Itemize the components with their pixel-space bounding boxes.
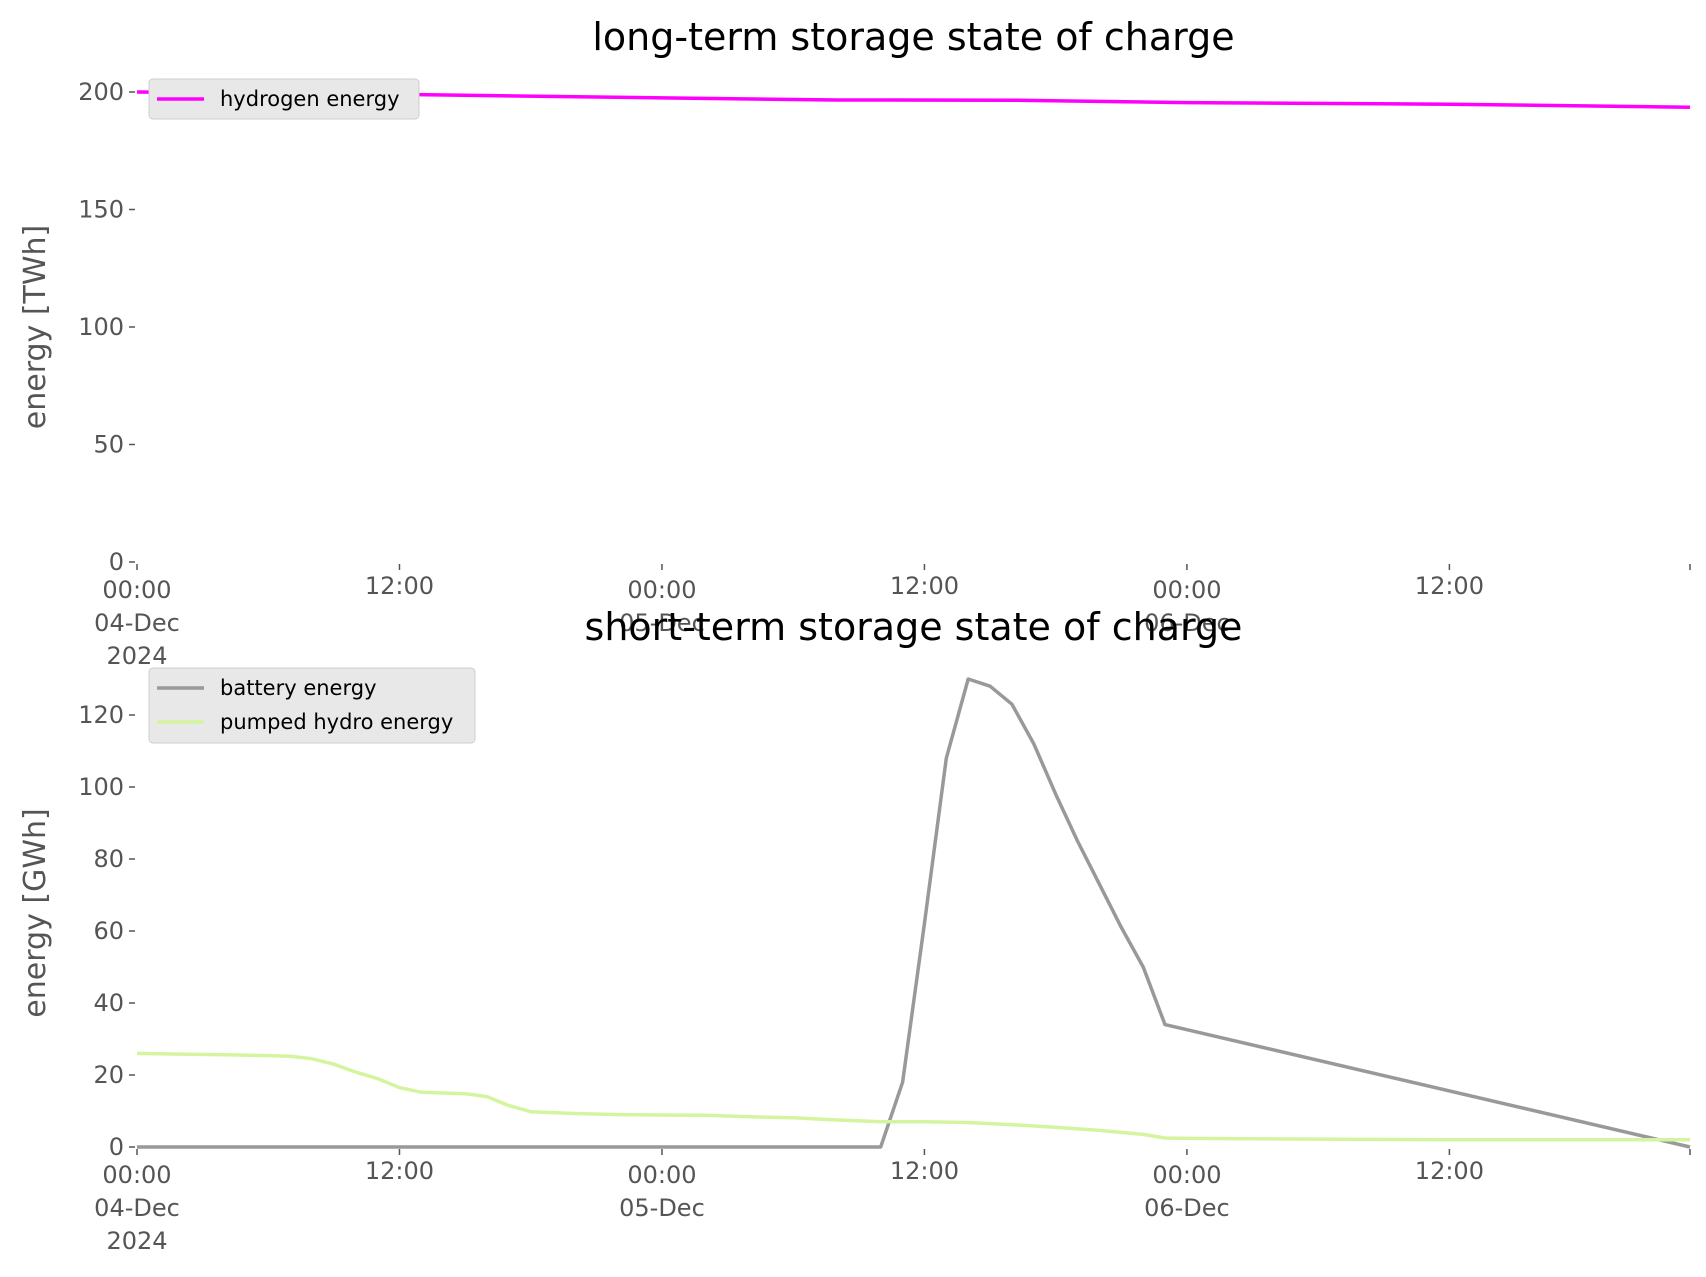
legend-box — [148, 667, 476, 744]
y-axis-label: energy [GWh] — [18, 808, 53, 1017]
series-line-1 — [136, 1051, 1690, 1142]
x-tick-label: 12:00 — [890, 1157, 959, 1185]
series-line-0 — [136, 90, 1691, 110]
x-tick-label: 00:00 — [627, 576, 696, 604]
short-term-storage-chart: short-term storage state of charge energy… — [18, 605, 1691, 1255]
legend-label: hydrogen energy — [220, 87, 400, 111]
x-tick-label: 00:00 — [1152, 1161, 1221, 1189]
y-axis-label: energy [TWh] — [18, 225, 53, 429]
legend-label: battery energy — [220, 676, 377, 700]
y-tick-label: 100 — [78, 313, 124, 341]
x-tick-label: 00:00 — [627, 1161, 696, 1189]
x-tick-label: 12:00 — [365, 572, 434, 600]
y-tick-label: 0 — [109, 1133, 124, 1161]
y-tick-label: 100 — [78, 773, 124, 801]
y-tick-label: 60 — [93, 917, 124, 945]
x-tick-label: 12:00 — [1415, 572, 1484, 600]
x-tick-label: 05-Dec — [619, 609, 705, 637]
x-tick-label: 06-Dec — [1144, 609, 1230, 637]
y-tick-label: 200 — [78, 78, 124, 106]
chart-title: long-term storage state of charge — [592, 15, 1234, 59]
long-term-storage-chart: long-term storage state of charge energy … — [18, 15, 1691, 670]
y-tick-label: 150 — [78, 196, 124, 224]
x-tick-label: 12:00 — [1415, 1157, 1484, 1185]
x-tick-label: 00:00 — [1152, 576, 1221, 604]
y-tick-label: 50 — [93, 431, 124, 459]
x-tick-label: 2024 — [106, 1227, 167, 1255]
chart-title: short-term storage state of charge — [585, 605, 1243, 649]
x-tick-label: 12:00 — [365, 1157, 434, 1185]
x-tick-label: 00:00 — [102, 1161, 171, 1189]
x-tick-label: 2024 — [106, 642, 167, 670]
legend-label: pumped hydro energy — [220, 710, 453, 734]
y-tick-label: 40 — [93, 989, 124, 1017]
y-tick-label: 0 — [109, 548, 124, 576]
y-tick-label: 20 — [93, 1061, 124, 1089]
x-tick-label: 05-Dec — [619, 1194, 705, 1222]
x-tick-label: 00:00 — [102, 576, 171, 604]
x-tick-label: 04-Dec — [94, 1194, 180, 1222]
y-tick-label: 120 — [78, 701, 124, 729]
x-tick-label: 12:00 — [890, 572, 959, 600]
x-tick-label: 04-Dec — [94, 609, 180, 637]
series-line-0 — [137, 677, 1691, 1149]
y-tick-label: 80 — [93, 845, 124, 873]
x-tick-label: 06-Dec — [1144, 1194, 1230, 1222]
legend-box — [148, 78, 420, 120]
